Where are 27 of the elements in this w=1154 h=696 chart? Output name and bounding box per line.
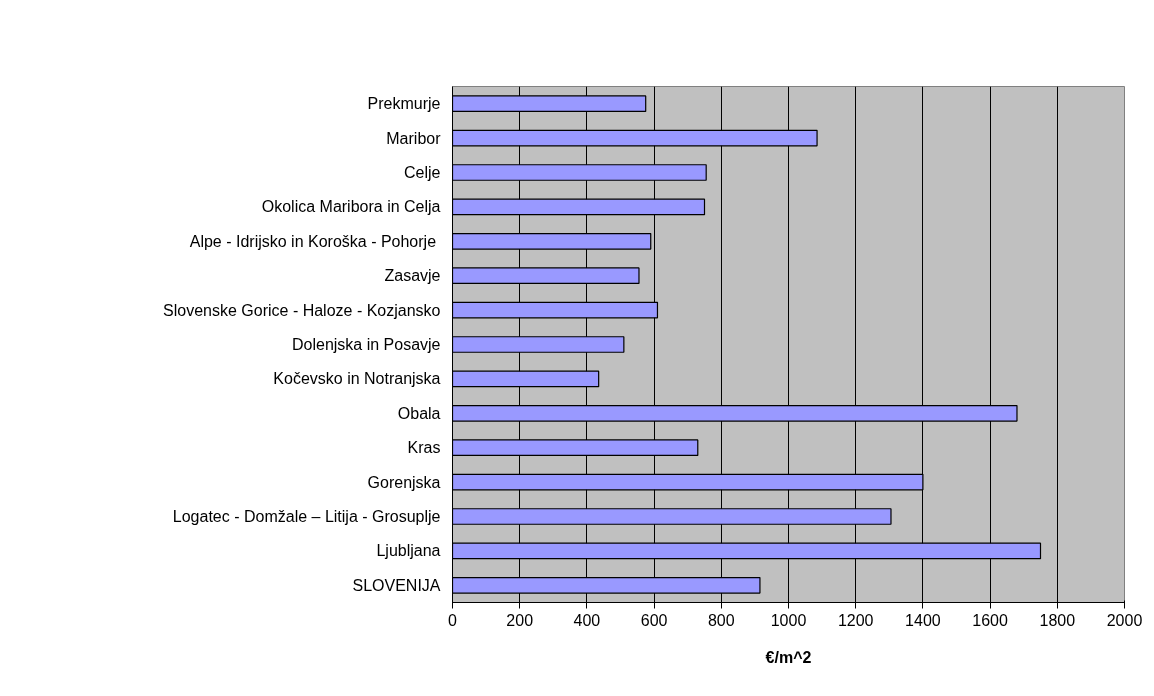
y-tick-label: Kočevsko in Notranjska [273,370,441,388]
y-tick-label: Kras [407,439,441,457]
x-tick-label: 400 [573,611,601,629]
y-tick-label: Obala [397,404,441,422]
y-tick-label: Ljubljana [376,542,441,560]
y-tick-label: Zasavje [384,267,441,285]
x-tick-label: 800 [707,611,735,629]
y-tick-label: Gorenjska [367,473,441,491]
x-tick-label: 600 [640,611,668,629]
x-tick-label: 2000 [1106,611,1143,629]
x-tick-label: 1800 [1039,611,1076,629]
x-tick-label: 1200 [837,611,874,629]
y-tick-label: Maribor [386,129,442,147]
y-tick-label: Okolica Maribora in Celja [261,198,441,216]
y-tick-label: Slovenske Gorice - Haloze - Kozjansko [163,301,441,319]
x-tick-label: 1000 [770,611,807,629]
y-tick-label: Celje [404,164,441,181]
y-tick-label: Dolenjska in Posavje [291,336,441,353]
x-tick-label: 0 [448,611,458,629]
x-tick-label: 1600 [972,611,1008,629]
x-tick-label: 200 [506,611,534,629]
y-tick-label: SLOVENIJA [352,576,441,594]
x-axis-title: €/m^2 [765,648,812,666]
y-tick-label: Alpe - Idrijsko in Koroška - Pohorje [189,232,437,250]
y-tick-label: Logatec - Domžale – Litija - Grosuplje [172,508,441,525]
x-tick-label: 1400 [905,611,941,629]
y-tick-label: Prekmurje [367,95,441,113]
